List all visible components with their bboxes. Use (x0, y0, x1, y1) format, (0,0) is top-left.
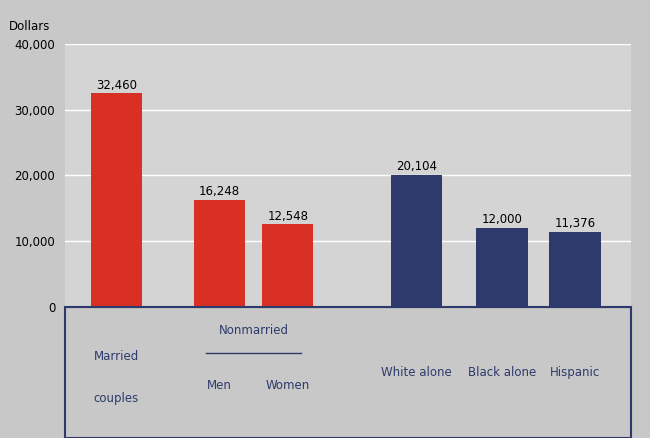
Bar (65, 307, 630, 438)
Bar (262, 224, 313, 307)
Text: 16,248: 16,248 (199, 185, 240, 198)
Text: Men: Men (207, 379, 231, 392)
Text: 32,460: 32,460 (96, 79, 137, 92)
Text: Nonmarried: Nonmarried (218, 324, 289, 337)
Text: Married: Married (94, 350, 139, 363)
Text: Black alone: Black alone (468, 366, 536, 379)
Bar (549, 232, 601, 307)
Text: Hispanic: Hispanic (550, 366, 600, 379)
Text: 12,000: 12,000 (482, 213, 523, 226)
Text: 20,104: 20,104 (396, 160, 437, 173)
Text: Women: Women (266, 379, 310, 392)
Bar (476, 228, 528, 307)
Text: Dollars: Dollars (8, 20, 50, 33)
Bar (391, 174, 442, 307)
Text: 12,548: 12,548 (267, 209, 308, 223)
Bar (194, 200, 245, 307)
Bar (91, 93, 142, 307)
Text: couples: couples (94, 392, 139, 405)
Text: 11,376: 11,376 (554, 217, 595, 230)
Text: White alone: White alone (381, 366, 452, 379)
